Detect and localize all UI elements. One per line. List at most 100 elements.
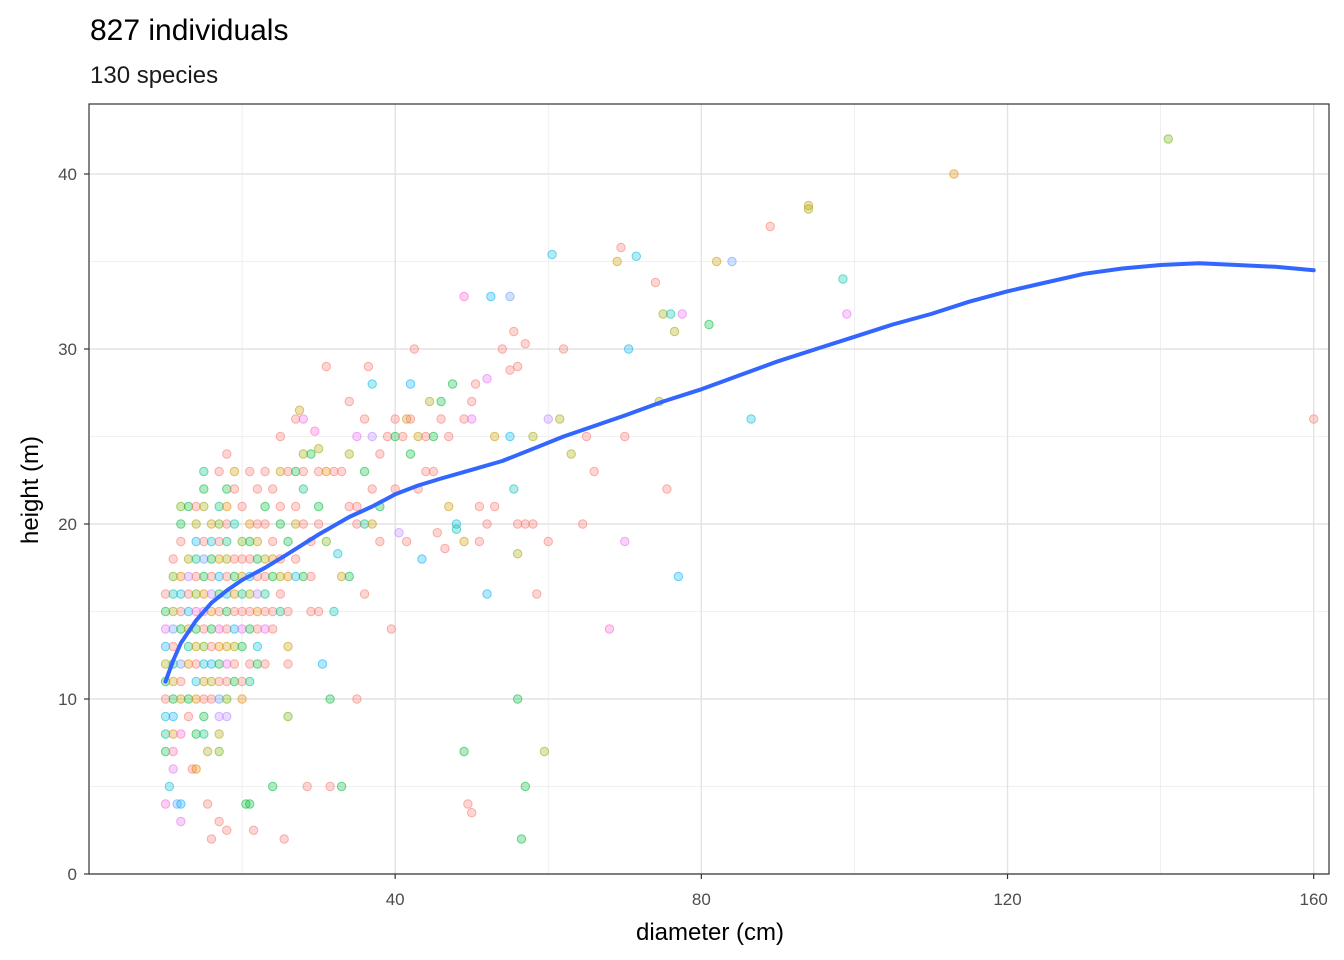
data-point xyxy=(482,519,492,529)
data-point xyxy=(436,414,446,424)
data-point xyxy=(658,309,668,319)
data-point xyxy=(505,431,515,442)
data-point xyxy=(206,694,217,704)
gridlines xyxy=(89,104,1329,875)
data-point xyxy=(279,834,289,844)
data-point xyxy=(199,571,209,582)
data-point xyxy=(505,291,515,302)
data-point xyxy=(237,501,247,512)
data-point xyxy=(176,624,186,634)
data-point xyxy=(382,431,393,442)
data-point xyxy=(191,536,201,547)
x-tick-label: 80 xyxy=(692,890,711,909)
data-point xyxy=(512,549,523,559)
data-point xyxy=(160,659,171,669)
data-point xyxy=(558,344,569,354)
data-point xyxy=(842,309,852,319)
data-point xyxy=(352,519,362,529)
data-point xyxy=(202,746,213,757)
data-point xyxy=(237,536,247,547)
data-point xyxy=(214,676,224,687)
data-point xyxy=(199,536,209,547)
data-point xyxy=(620,431,630,442)
data-point xyxy=(183,659,194,669)
data-point xyxy=(459,291,469,302)
data-point xyxy=(237,554,247,564)
data-point xyxy=(467,808,477,818)
data-point xyxy=(405,379,416,389)
data-point xyxy=(543,536,553,547)
data-point xyxy=(206,554,217,564)
data-point xyxy=(290,519,301,529)
data-point xyxy=(268,484,278,494)
data-point xyxy=(222,449,232,459)
data-point xyxy=(237,606,247,617)
data-point xyxy=(459,414,469,424)
data-point xyxy=(245,606,255,617)
data-point xyxy=(199,676,209,687)
data-point xyxy=(803,204,814,214)
data-point xyxy=(1163,134,1173,144)
data-point xyxy=(405,449,416,459)
data-point xyxy=(191,676,201,687)
data-point xyxy=(191,519,201,529)
data-point xyxy=(512,361,523,372)
data-point xyxy=(470,379,481,389)
data-point xyxy=(176,501,186,512)
data-point xyxy=(275,571,286,582)
data-point xyxy=(229,641,240,652)
data-point xyxy=(229,676,240,687)
data-point xyxy=(390,431,400,442)
data-point xyxy=(245,624,255,634)
data-point xyxy=(260,519,270,529)
data-point xyxy=(237,676,247,687)
data-point xyxy=(245,659,255,669)
data-point xyxy=(451,524,462,534)
data-point xyxy=(765,221,775,232)
smooth-line xyxy=(163,261,1316,684)
data-point xyxy=(176,659,186,669)
data-point xyxy=(336,781,347,792)
data-point xyxy=(616,242,626,253)
data-point xyxy=(463,799,473,809)
data-point xyxy=(191,501,201,512)
data-point xyxy=(428,431,439,442)
data-point xyxy=(191,659,201,669)
data-point xyxy=(359,519,370,529)
data-point xyxy=(424,396,435,407)
data-point xyxy=(336,466,347,477)
data-point xyxy=(528,519,538,529)
data-point xyxy=(229,606,240,617)
data-point xyxy=(275,519,286,529)
data-point xyxy=(336,571,347,582)
data-point xyxy=(191,729,201,739)
data-point xyxy=(164,781,175,792)
data-point xyxy=(160,694,171,704)
data-point xyxy=(237,694,247,704)
data-point xyxy=(302,781,312,792)
data-point xyxy=(160,589,171,599)
data-point xyxy=(176,799,186,809)
data-point xyxy=(199,589,209,599)
data-point xyxy=(306,606,316,617)
data-point xyxy=(160,799,171,809)
data-point xyxy=(306,571,316,582)
data-point xyxy=(290,554,301,564)
data-point xyxy=(359,466,370,477)
data-point xyxy=(532,589,542,599)
data-point xyxy=(623,344,634,354)
data-point xyxy=(268,781,278,792)
data-point xyxy=(631,251,641,261)
data-point xyxy=(206,519,217,529)
data-point xyxy=(176,816,186,827)
y-tick-label: 0 xyxy=(68,865,77,884)
panel-border xyxy=(88,103,1330,875)
data-point xyxy=(183,694,194,704)
data-point xyxy=(436,396,446,407)
data-point xyxy=(168,571,178,582)
data-point xyxy=(290,414,301,424)
data-point xyxy=(214,501,224,512)
data-point xyxy=(252,659,263,669)
data-point xyxy=(206,641,217,652)
